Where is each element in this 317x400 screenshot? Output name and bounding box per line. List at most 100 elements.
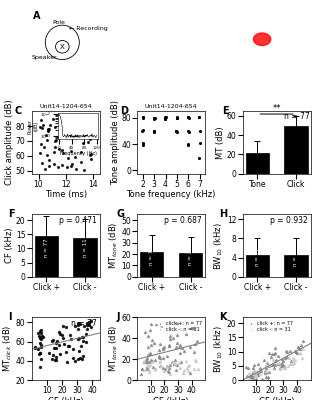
- Point: [289, 358, 294, 364]
- Y-axis label: BW$_{10}$ (kHz): BW$_{10}$ (kHz): [213, 325, 225, 373]
- Point: [283, 348, 288, 354]
- Point: [168, 371, 173, 378]
- Point: [179, 345, 184, 352]
- Point: [185, 368, 190, 374]
- Point: [76, 121, 81, 127]
- Text: n = 77: n = 77: [149, 247, 154, 266]
- Point: [172, 356, 177, 363]
- Point: [150, 364, 155, 370]
- Point: [61, 323, 66, 329]
- Point: [251, 368, 256, 374]
- Point: [52, 161, 57, 167]
- Point: [273, 358, 278, 364]
- Point: [33, 345, 38, 352]
- Point: [185, 128, 190, 134]
- Text: n = 31: n = 31: [188, 247, 193, 266]
- Point: [141, 366, 146, 373]
- Point: [249, 374, 254, 380]
- Point: [177, 364, 182, 371]
- Point: [37, 340, 42, 346]
- Text: p = 0.932: p = 0.932: [269, 216, 307, 224]
- Point: [38, 150, 43, 156]
- Point: [146, 333, 151, 339]
- Point: [295, 343, 300, 350]
- Point: [250, 377, 256, 383]
- Point: [293, 348, 298, 354]
- Point: [160, 354, 165, 361]
- Point: [52, 356, 57, 363]
- Point: [145, 364, 150, 370]
- Point: [37, 350, 42, 356]
- Point: [289, 361, 294, 367]
- Point: [280, 362, 285, 369]
- Point: [148, 326, 153, 333]
- Point: [140, 366, 145, 372]
- Point: [301, 346, 306, 352]
- Point: [273, 345, 278, 352]
- X-axis label: Tone frequency (kHz): Tone frequency (kHz): [126, 190, 216, 199]
- Point: [89, 156, 94, 163]
- Point: [79, 356, 84, 362]
- Point: [252, 369, 257, 376]
- Y-axis label: MT$_{tone}$ (dB): MT$_{tone}$ (dB): [107, 222, 120, 269]
- Point: [165, 364, 170, 370]
- Point: [75, 326, 81, 332]
- Text: ← Recording: ← Recording: [69, 26, 108, 31]
- Point: [81, 323, 87, 329]
- Point: [279, 362, 284, 368]
- Point: [180, 370, 185, 376]
- Point: [87, 115, 92, 121]
- Point: [47, 350, 52, 356]
- Point: [39, 327, 44, 333]
- Point: [186, 115, 191, 122]
- Point: [159, 323, 164, 330]
- Point: [286, 354, 291, 361]
- Point: [266, 369, 271, 375]
- Text: K: K: [219, 312, 226, 322]
- Point: [39, 330, 44, 337]
- Point: [250, 371, 255, 378]
- Text: n = 77: n = 77: [44, 238, 49, 257]
- Text: J: J: [117, 312, 120, 322]
- Point: [278, 366, 283, 372]
- Point: [68, 147, 74, 154]
- Point: [140, 128, 145, 134]
- Point: [154, 321, 159, 328]
- Point: [280, 359, 285, 366]
- Point: [80, 140, 85, 146]
- Point: [88, 124, 94, 130]
- Point: [185, 114, 190, 120]
- Point: [149, 359, 154, 366]
- Point: [68, 332, 73, 338]
- Point: [272, 362, 277, 368]
- Point: [75, 320, 81, 326]
- Text: X: X: [60, 44, 65, 50]
- Point: [148, 357, 153, 363]
- Point: [64, 132, 69, 138]
- Point: [58, 330, 63, 337]
- Point: [286, 363, 291, 370]
- Point: [80, 333, 85, 340]
- Point: [254, 372, 259, 378]
- Point: [53, 144, 58, 151]
- Point: [175, 114, 180, 121]
- Point: [84, 322, 89, 328]
- Point: [37, 328, 42, 334]
- Point: [181, 370, 186, 376]
- Point: [147, 351, 152, 357]
- Point: [247, 370, 252, 376]
- Point: [72, 154, 77, 160]
- Y-axis label: CF (kHz): CF (kHz): [5, 228, 15, 263]
- Point: [166, 365, 171, 371]
- Text: D: D: [120, 106, 128, 116]
- Point: [157, 353, 162, 360]
- Point: [245, 365, 250, 371]
- Point: [87, 319, 92, 325]
- Point: [38, 141, 43, 147]
- Point: [287, 348, 292, 354]
- Point: [183, 330, 188, 337]
- Point: [244, 364, 249, 371]
- Point: [63, 324, 68, 330]
- Point: [275, 361, 281, 368]
- Point: [50, 338, 55, 344]
